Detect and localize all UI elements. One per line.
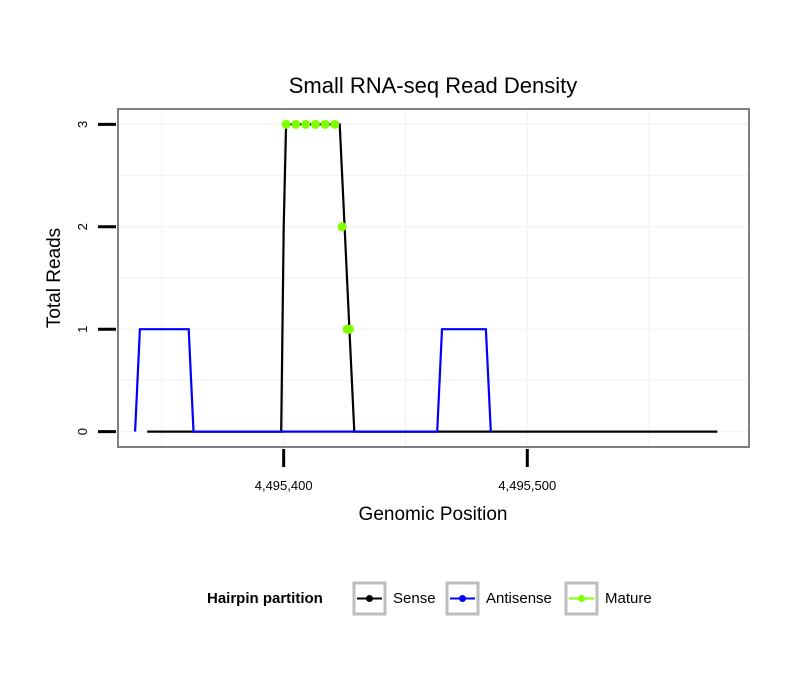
legend-item-sense: Sense: [352, 581, 436, 616]
x-axis-label: Genomic Position: [359, 504, 508, 525]
legend-item-antisense: Antisense: [445, 581, 552, 616]
data-point-mature: [291, 119, 301, 129]
chart-title: Small RNA-seq Read Density: [289, 73, 578, 98]
series-line-sense: [147, 123, 718, 433]
legend-key-dot: [366, 595, 373, 602]
data-point-mature: [344, 324, 354, 334]
legend-label: Sense: [393, 590, 436, 607]
series-lines: [134, 123, 718, 433]
legend-title: Hairpin partition: [207, 590, 323, 607]
y-tick-label: 2: [75, 223, 90, 230]
series-line-antisense: [134, 328, 492, 433]
data-point-mature: [310, 119, 320, 129]
data-point-mature: [320, 119, 330, 129]
series-points: [281, 119, 354, 334]
y-tick-label: 3: [75, 121, 90, 128]
data-point-mature: [337, 222, 347, 232]
legend-item-mature: Mature: [564, 581, 652, 616]
legend: Hairpin partition Sense Antisense Mature: [207, 581, 652, 616]
data-point-mature: [330, 119, 340, 129]
legend-key-dot: [578, 595, 585, 602]
x-axis: 4,495,400 4,495,500: [255, 449, 556, 493]
y-axis: 0 1 2 3: [75, 121, 116, 435]
x-tick-label: 4,495,500: [498, 478, 556, 493]
legend-label: Mature: [605, 590, 652, 607]
y-axis-label: Total Reads: [44, 228, 65, 328]
legend-label: Antisense: [486, 590, 552, 607]
x-tick-label: 4,495,400: [255, 478, 313, 493]
data-point-mature: [301, 119, 311, 129]
legend-key-dot: [459, 595, 466, 602]
y-tick-label: 1: [75, 326, 90, 333]
y-tick-label: 0: [75, 428, 90, 435]
data-point-mature: [281, 119, 291, 129]
